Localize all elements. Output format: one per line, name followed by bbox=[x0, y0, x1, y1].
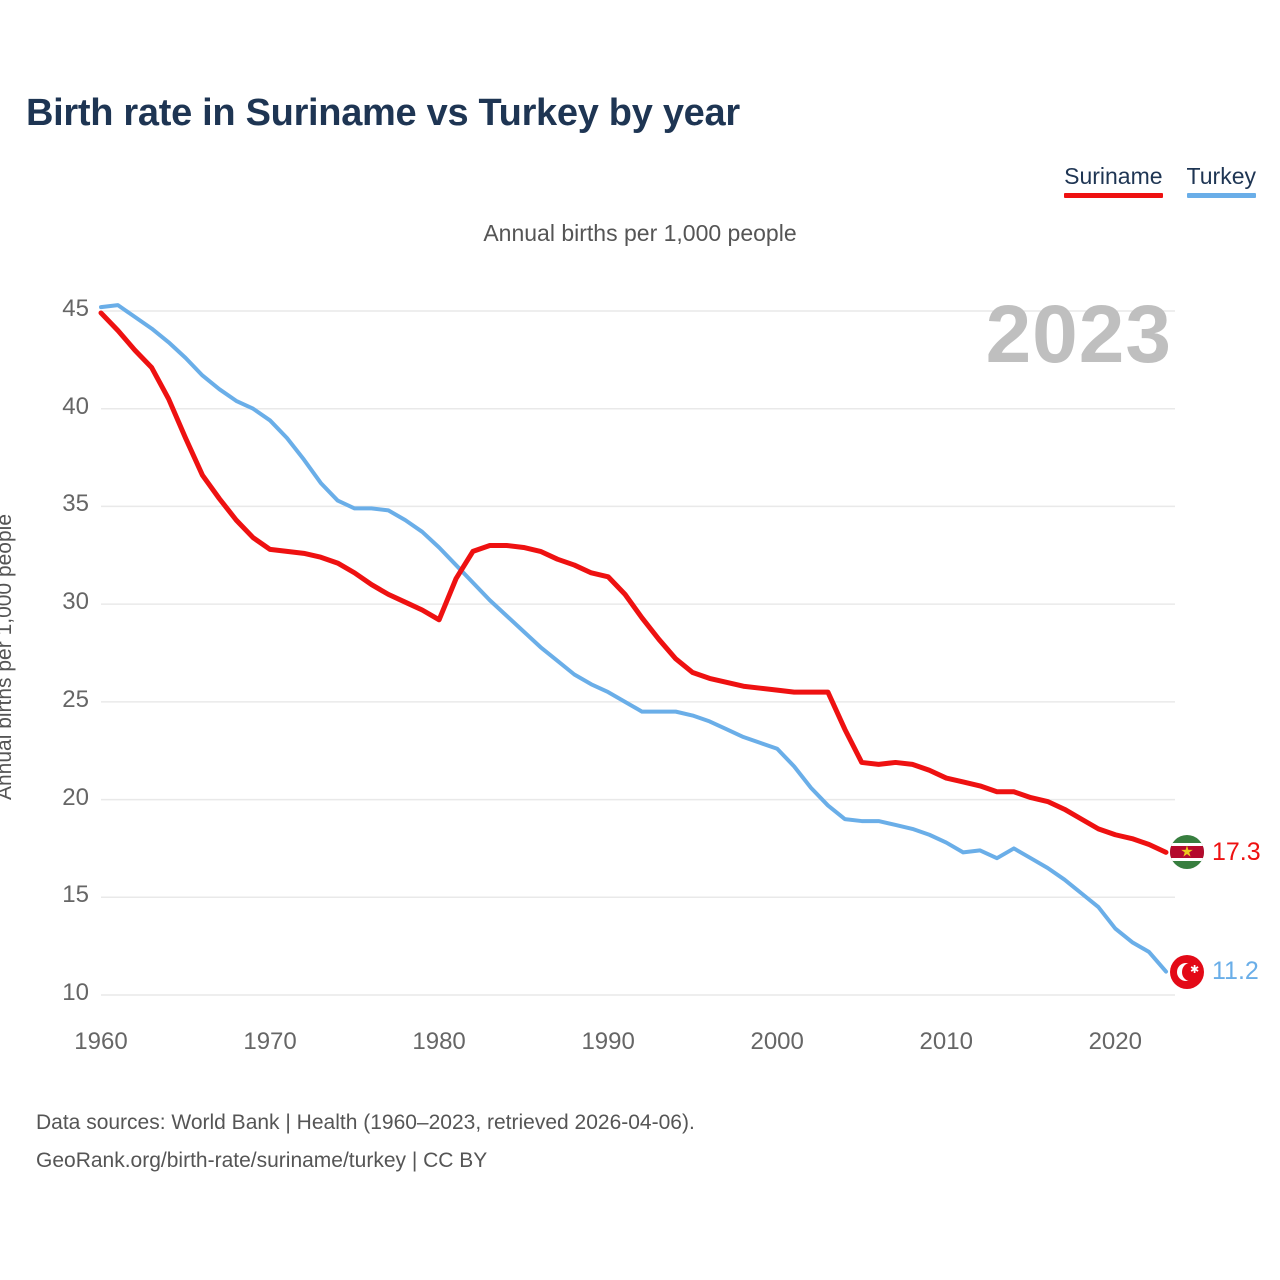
y-tick-25: 25 bbox=[62, 685, 89, 713]
chart-subtitle: Annual births per 1,000 people bbox=[0, 220, 1280, 247]
legend-color-rule-turkey bbox=[1186, 193, 1256, 198]
legend-item-suriname[interactable]: Suriname bbox=[1064, 163, 1163, 198]
end-label-turkey: ✱ 11.2 bbox=[1170, 954, 1259, 989]
end-label-suriname: ★ 17.3 bbox=[1170, 835, 1261, 870]
footer-data-sources: Data sources: World Bank | Health (1960–… bbox=[36, 1111, 695, 1134]
x-tick-1960: 1960 bbox=[74, 1028, 128, 1055]
legend-label-turkey: Turkey bbox=[1186, 163, 1256, 189]
legend-label-suriname: Suriname bbox=[1064, 163, 1163, 189]
footer-attribution: GeoRank.org/birth-rate/suriname/turkey |… bbox=[36, 1149, 488, 1172]
series-line-turkey bbox=[99, 303, 1168, 974]
end-value-turkey: 11.2 bbox=[1212, 957, 1259, 986]
legend-item-turkey[interactable]: Turkey bbox=[1186, 163, 1256, 198]
x-tick-1990: 1990 bbox=[581, 1028, 635, 1055]
y-tick-45: 45 bbox=[62, 295, 89, 322]
x-tick-1970: 1970 bbox=[243, 1028, 297, 1055]
x-tick-2010: 2010 bbox=[919, 1028, 973, 1055]
suriname-flag-icon: ★ bbox=[1170, 835, 1204, 870]
turkey-flag-icon: ✱ bbox=[1170, 954, 1204, 989]
watermark-year: 2023 bbox=[985, 289, 1172, 380]
legend-color-rule-suriname bbox=[1064, 193, 1163, 198]
chart-subtitle-text: Annual births per 1,000 people bbox=[483, 220, 797, 246]
y-tick-40: 40 bbox=[62, 392, 89, 420]
page-title: Birth rate in Suriname vs Turkey by year bbox=[26, 92, 740, 134]
chart-legend: Suriname Turkey bbox=[1064, 163, 1256, 198]
y-axis-title: Annual births per 1,000 people bbox=[0, 513, 16, 801]
y-tick-20: 20 bbox=[62, 783, 89, 811]
x-tick-1980: 1980 bbox=[412, 1028, 466, 1055]
gridlines bbox=[101, 310, 1175, 996]
series-line-suriname bbox=[98, 310, 1169, 855]
y-tick-35: 35 bbox=[62, 490, 89, 518]
x-tick-2000: 2000 bbox=[750, 1028, 804, 1055]
y-tick-10: 10 bbox=[62, 979, 89, 1006]
y-tick-15: 15 bbox=[62, 881, 89, 909]
y-tick-30: 30 bbox=[62, 588, 89, 616]
x-tick-2020: 2020 bbox=[1088, 1028, 1142, 1055]
end-value-suriname: 17.3 bbox=[1212, 837, 1261, 866]
footer: Data sources: World Bank | Health (1960–… bbox=[36, 1104, 695, 1180]
